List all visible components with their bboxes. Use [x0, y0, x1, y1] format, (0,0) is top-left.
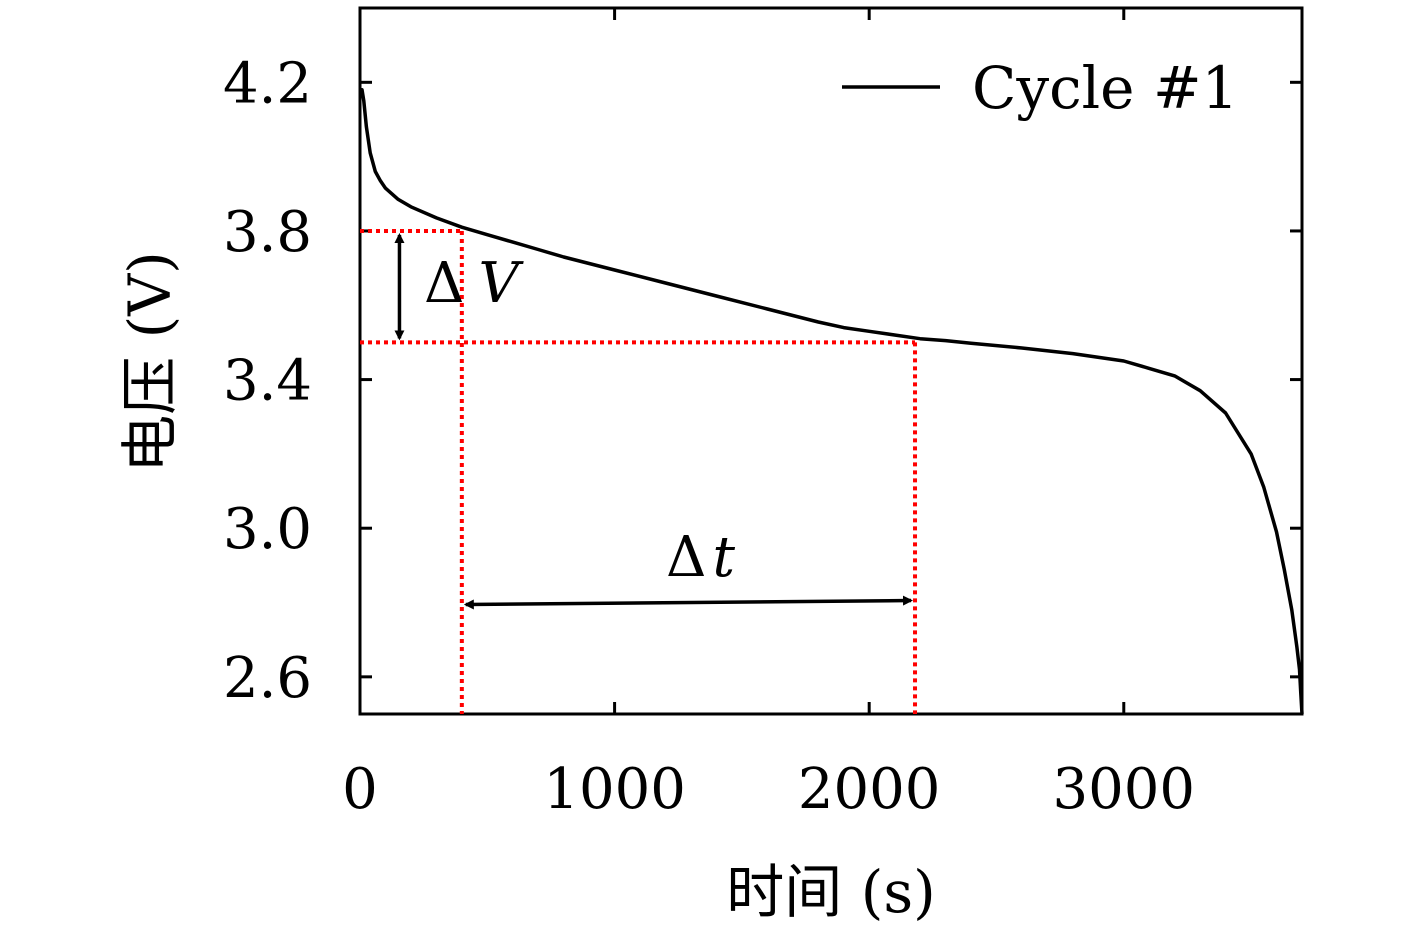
- x-axis-title: 时间 (s): [726, 858, 935, 926]
- series-line-cycle-1: [360, 87, 1304, 715]
- annotation-guides: [360, 228, 918, 714]
- y-tick-label: 2.6: [223, 646, 312, 711]
- x-tick-label: 2000: [798, 757, 941, 822]
- y-tick-label: 3.0: [223, 497, 312, 562]
- y-axis-title: 电压 (V): [116, 251, 184, 473]
- x-tick-label: 0: [342, 757, 378, 822]
- x-axis-ticks: 0 1000 2000 3000: [342, 8, 1195, 822]
- y-tick-label: 3.4: [223, 349, 312, 414]
- x-tick-label: 1000: [543, 757, 686, 822]
- annotation-arrows: [394, 232, 914, 610]
- x-tick-label: 3000: [1053, 757, 1196, 822]
- plot-frame: [358, 6, 1304, 716]
- legend-label-cycle-1: Cycle #1: [972, 54, 1238, 122]
- y-axis-ticks: 2.6 3.0 3.4 3.8 4.2: [223, 51, 1302, 711]
- y-tick-label: 4.2: [223, 51, 312, 116]
- y-tick-label: 3.8: [223, 200, 312, 265]
- delta-t-arrow: [463, 595, 914, 610]
